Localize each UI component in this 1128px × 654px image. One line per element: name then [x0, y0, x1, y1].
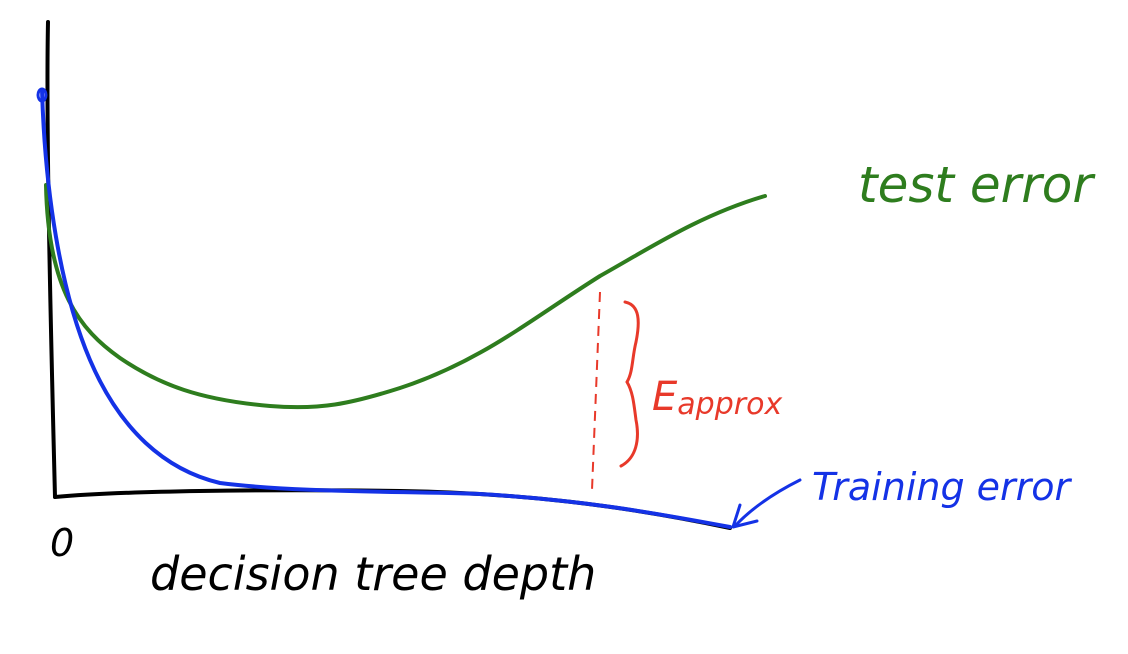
training-error-start-dot [36, 87, 48, 103]
test-error-curve [44, 183, 767, 410]
training-error-label: Training error [812, 465, 1073, 509]
approx-gap-label: Eapprox [652, 374, 782, 422]
approx-gap-brace [619, 300, 640, 468]
approx-gap-label-subscript: approx [677, 387, 782, 422]
origin-label: 0 [50, 521, 74, 565]
approx-gap-dashed-line [591, 291, 601, 491]
approx-gap-label-main: E [652, 374, 678, 420]
training-error-arrow [733, 478, 802, 528]
training-error-curve [40, 88, 732, 529]
training-error-arrowhead [731, 503, 759, 529]
x-axis-label: decision tree depth [150, 547, 596, 601]
test-error-label: test error [858, 156, 1096, 214]
